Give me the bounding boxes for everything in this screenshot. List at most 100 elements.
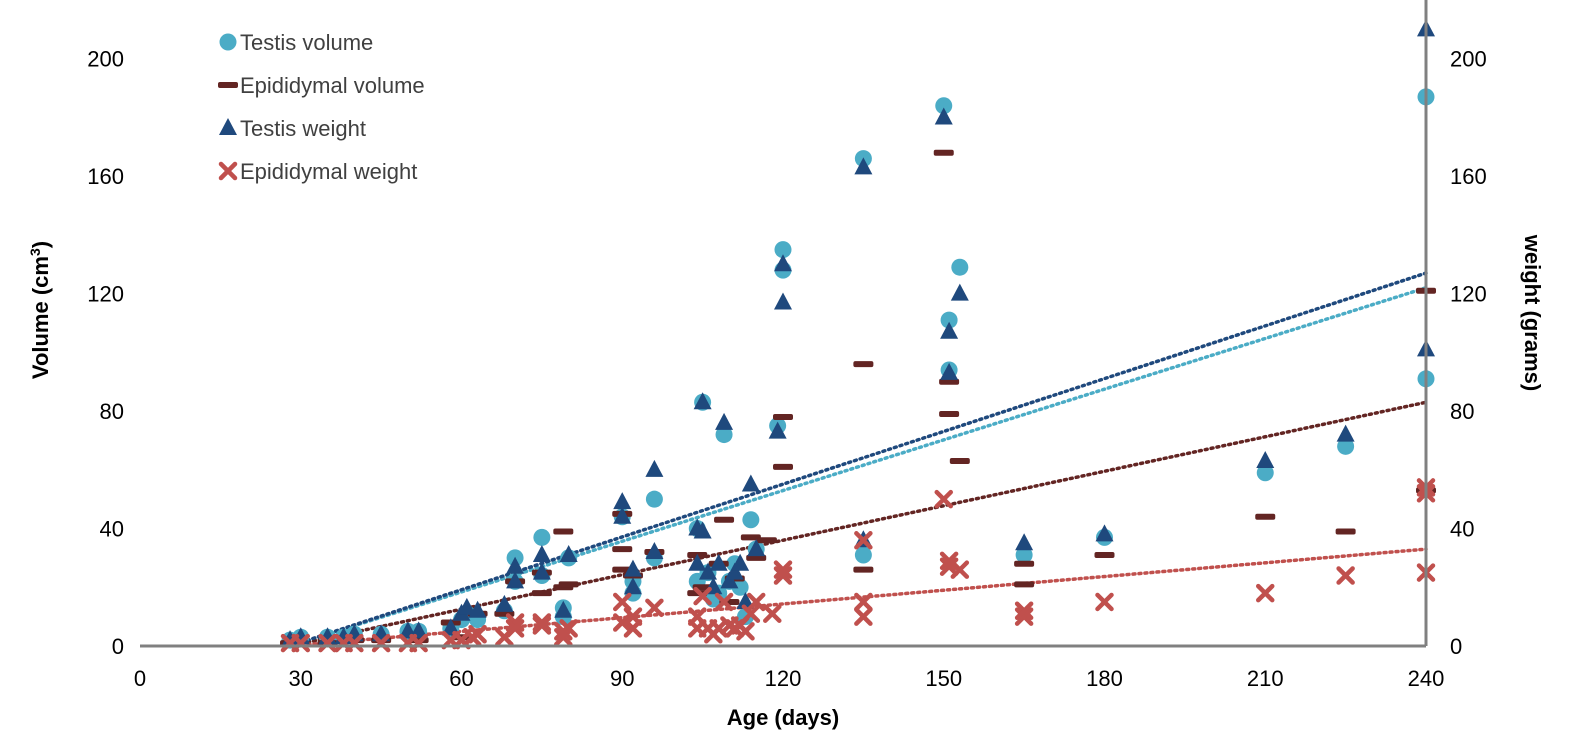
point-epididymal-weight — [1014, 607, 1034, 626]
point-epididymal-volume — [853, 566, 874, 573]
point-testis-weight — [715, 412, 734, 430]
point-testis-weight — [559, 544, 578, 562]
axes — [140, 0, 1428, 648]
point-epididymal-weight — [1256, 583, 1275, 603]
trendline-testis-volume — [288, 286, 1428, 648]
point-epididymal-volume — [773, 413, 793, 420]
point-epididymal-weight — [505, 619, 525, 638]
point-testis-volume — [742, 511, 760, 529]
x-tick-label: 30 — [289, 666, 313, 691]
point-epididymal-weight — [613, 592, 632, 612]
point-testis-weight — [693, 392, 712, 410]
point-epididymal-volume — [939, 411, 960, 418]
point-epididymal-volume — [939, 378, 960, 385]
point-testis-weight — [774, 254, 792, 272]
point-epididymal-volume — [612, 546, 633, 553]
point-testis-weight — [506, 556, 525, 574]
point-epididymal-weight — [693, 586, 712, 606]
left-y-tick-label: 40 — [100, 517, 124, 542]
right-y-axis-title: weight (grams) — [1520, 234, 1545, 391]
point-epididymal-weight — [773, 566, 793, 585]
right-y-tick-label: 200 — [1450, 47, 1487, 72]
point-testis-weight — [720, 571, 739, 589]
point-testis-weight — [940, 362, 959, 380]
point-epididymal-weight — [318, 633, 337, 653]
point-testis-weight — [506, 571, 525, 589]
point-testis-weight — [709, 553, 728, 571]
x-axis-title: Age (days) — [727, 705, 839, 730]
point-epididymal-weight — [532, 613, 552, 632]
point-epididymal-volume — [558, 581, 579, 588]
legend-item-testis-weight: Testis weight — [219, 116, 366, 141]
legend-item-epididymal-volume: Epididymal volume — [218, 73, 425, 98]
point-testis-volume — [935, 97, 953, 115]
left-y-tick-label: 120 — [87, 282, 124, 307]
point-testis-volume — [715, 426, 733, 444]
point-epididymal-weight — [1336, 566, 1355, 585]
x-tick-label: 90 — [610, 666, 634, 691]
point-epididymal-volume — [746, 554, 767, 561]
x-tick-label: 240 — [1408, 666, 1445, 691]
point-epididymal-weight — [371, 633, 391, 653]
point-testis-weight — [1336, 424, 1355, 442]
point-epididymal-weight — [291, 633, 310, 653]
point-epididymal-weight — [763, 604, 782, 623]
left-y-tick-label: 200 — [87, 47, 124, 72]
point-testis-weight — [645, 542, 664, 560]
point-epididymal-volume — [1014, 560, 1035, 567]
point-epididymal-weight — [741, 604, 761, 623]
legend: Testis volume Epididymal volume Testis wei… — [218, 30, 425, 184]
right-y-tick-label: 160 — [1450, 164, 1487, 189]
point-testis-volume — [1015, 546, 1033, 564]
point-epididymal-weight — [613, 613, 632, 632]
legend-item-testis-volume: Testis volume — [219, 30, 373, 55]
point-testis-weight — [736, 591, 755, 609]
legend-label: Epididymal volume — [240, 73, 425, 98]
right-y-tick-label: 40 — [1450, 517, 1474, 542]
point-testis-volume — [1256, 464, 1274, 482]
legend-marker-epididymal-weight — [218, 161, 238, 181]
right-y-axis-ticks: 0 40 80 120 160 200 — [1450, 47, 1487, 659]
point-testis-volume — [533, 528, 551, 546]
point-epididymal-weight — [409, 633, 428, 653]
point-testis-volume — [774, 241, 792, 259]
x-tick-label: 120 — [765, 666, 802, 691]
point-epididymal-weight — [559, 619, 578, 638]
legend-marker-testis-weight — [219, 118, 237, 135]
point-epididymal-weight — [854, 607, 873, 626]
left-y-tick-label: 80 — [100, 399, 124, 424]
legend-item-epididymal-weight: Epididymal weight — [218, 159, 417, 184]
point-testis-weight — [623, 577, 642, 595]
point-epididymal-weight — [345, 633, 364, 653]
point-testis-weight — [940, 321, 959, 339]
point-testis-weight — [457, 597, 476, 615]
point-epididymal-volume — [756, 537, 777, 544]
point-epididymal-weight — [714, 592, 734, 612]
point-testis-weight — [613, 492, 632, 510]
point-testis-weight — [747, 539, 766, 557]
point-testis-weight — [1256, 451, 1275, 469]
x-tick-label: 150 — [925, 666, 962, 691]
point-testis-volume — [731, 578, 749, 596]
point-epididymal-weight — [773, 560, 793, 579]
point-testis-weight — [741, 474, 760, 492]
trendlines — [288, 271, 1428, 648]
point-epididymal-weight — [1095, 592, 1114, 612]
point-testis-weight — [774, 292, 792, 310]
legend-label: Testis weight — [240, 116, 366, 141]
point-epididymal-volume — [714, 516, 735, 523]
point-epididymal-weight — [505, 613, 525, 632]
point-testis-weight — [693, 521, 712, 539]
point-epididymal-volume — [1014, 581, 1035, 588]
point-testis-weight — [1015, 533, 1034, 551]
point-testis-weight — [688, 553, 707, 571]
point-epididymal-volume — [740, 534, 761, 541]
point-epididymal-weight — [746, 592, 766, 612]
right-y-tick-label: 80 — [1450, 399, 1474, 424]
x-tick-label: 210 — [1247, 666, 1284, 691]
point-testis-weight — [950, 283, 969, 301]
point-testis-weight — [768, 421, 787, 439]
x-tick-label: 60 — [449, 666, 473, 691]
left-y-axis-title-sup: 3 — [27, 248, 43, 256]
